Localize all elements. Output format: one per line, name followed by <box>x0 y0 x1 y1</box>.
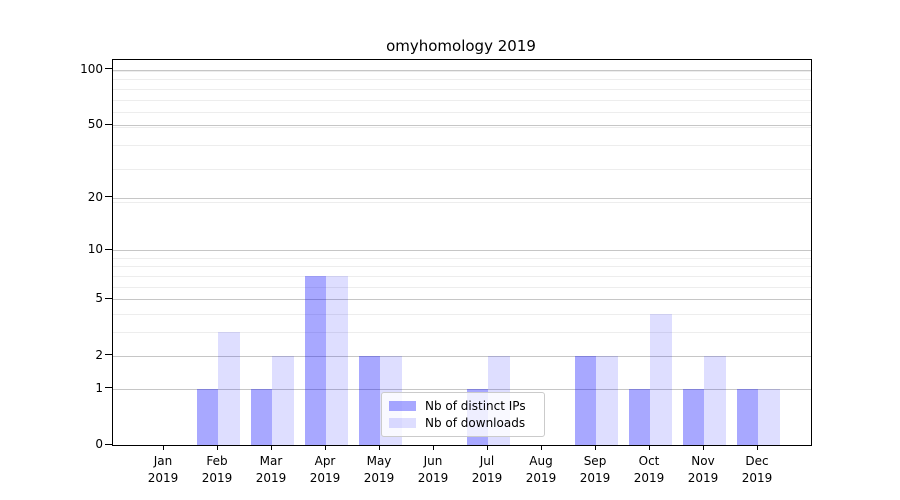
x-tick-label: Feb 2019 <box>201 454 233 485</box>
chart-title: omyhomology 2019 <box>386 37 536 55</box>
gridline-minor <box>113 88 811 90</box>
gridline-minor <box>113 266 811 268</box>
gridline-minor <box>113 145 811 147</box>
gridline-minor <box>113 127 811 128</box>
legend-item-downloads: Nb of downloads <box>389 416 537 430</box>
gridline-minor <box>113 168 811 170</box>
y-tick-mark <box>105 297 112 299</box>
bar-downloads <box>272 355 294 445</box>
legend-swatch-distinct-ips <box>389 400 416 411</box>
gridline-minor <box>113 79 811 81</box>
x-tick-mark <box>270 445 272 450</box>
gridline-major <box>113 299 811 301</box>
x-tick-label: Apr 2019 <box>309 454 341 485</box>
x-tick-label: Mar 2019 <box>255 454 287 485</box>
y-tick-mark <box>105 196 112 198</box>
y-tick-mark <box>105 443 112 445</box>
legend-swatch-downloads <box>389 418 416 429</box>
gridline-major <box>113 250 811 252</box>
bar-downloads <box>218 332 240 445</box>
gridline-major <box>113 388 811 390</box>
x-tick-label: Sep 2019 <box>579 454 611 485</box>
x-tick-mark <box>432 445 434 450</box>
gridline-major <box>113 69 811 71</box>
x-tick-mark <box>756 445 758 450</box>
y-tick-label: 0 <box>95 437 103 451</box>
y-tick-label: 1 <box>95 380 103 395</box>
gridline-minor <box>113 314 811 316</box>
plot-area: Nb of distinct IPs Nb of downloads <box>112 59 812 446</box>
y-tick-label: 20 <box>87 189 103 204</box>
x-tick-label: May 2019 <box>363 454 395 485</box>
y-tick-mark <box>105 354 112 356</box>
x-tick-mark <box>594 445 596 450</box>
y-tick-mark <box>105 68 112 70</box>
y-tick-label: 5 <box>95 291 103 306</box>
x-tick-mark <box>324 445 326 450</box>
x-tick-label: Jan 2019 <box>147 454 179 485</box>
bar-distinct-ips <box>358 355 380 445</box>
bar-downloads <box>326 276 348 445</box>
x-tick-mark <box>702 445 704 450</box>
x-tick-mark <box>378 445 380 450</box>
gridline-minor <box>113 286 811 288</box>
x-tick-label: Nov 2019 <box>687 454 719 485</box>
y-tick-mark <box>105 248 112 250</box>
bar-distinct-ips <box>736 388 758 445</box>
gridline-major <box>113 355 811 357</box>
y-tick-label: 50 <box>87 117 103 132</box>
bar-downloads <box>596 355 618 445</box>
gridline-minor <box>113 70 811 72</box>
bar-distinct-ips <box>574 355 596 445</box>
x-tick-label: Jul 2019 <box>471 454 503 485</box>
y-tick-mark <box>105 123 112 126</box>
bar-distinct-ips <box>682 388 704 445</box>
x-tick-label: Dec 2019 <box>741 454 773 485</box>
y-tick-label: 100 <box>80 61 103 76</box>
bar-distinct-ips <box>250 388 272 445</box>
y-tick-label: 10 <box>87 242 103 257</box>
x-tick-mark <box>486 445 488 450</box>
x-tick-label: Oct 2019 <box>633 454 665 485</box>
x-tick-mark <box>216 445 218 450</box>
bar-distinct-ips <box>628 388 650 445</box>
gridline-minor <box>113 112 811 114</box>
x-tick-label: Jun 2019 <box>417 454 449 485</box>
bar-downloads <box>650 314 672 445</box>
gridline-minor <box>113 201 811 203</box>
legend-label-downloads: Nb of downloads <box>425 416 526 431</box>
legend-label-distinct-ips: Nb of distinct IPs <box>425 398 526 413</box>
x-tick-label: Aug 2019 <box>525 454 557 485</box>
y-tick-mark <box>105 387 112 389</box>
bar-downloads <box>758 388 780 445</box>
gridline-major <box>113 197 811 199</box>
x-tick-mark <box>648 445 650 450</box>
x-tick-mark <box>162 445 164 450</box>
gridline-major <box>113 125 811 127</box>
y-tick-label: 2 <box>95 347 103 362</box>
bar-distinct-ips <box>304 276 326 445</box>
bar-downloads <box>704 355 726 445</box>
bar-distinct-ips <box>196 388 218 445</box>
gridline-minor <box>113 276 811 277</box>
x-tick-mark <box>540 445 542 450</box>
gridline-minor <box>113 99 811 101</box>
gridline-minor <box>113 257 811 259</box>
gridline-minor <box>113 332 811 334</box>
legend-item-distinct-ips: Nb of distinct IPs <box>389 399 537 413</box>
legend: Nb of distinct IPs Nb of downloads <box>381 392 545 437</box>
